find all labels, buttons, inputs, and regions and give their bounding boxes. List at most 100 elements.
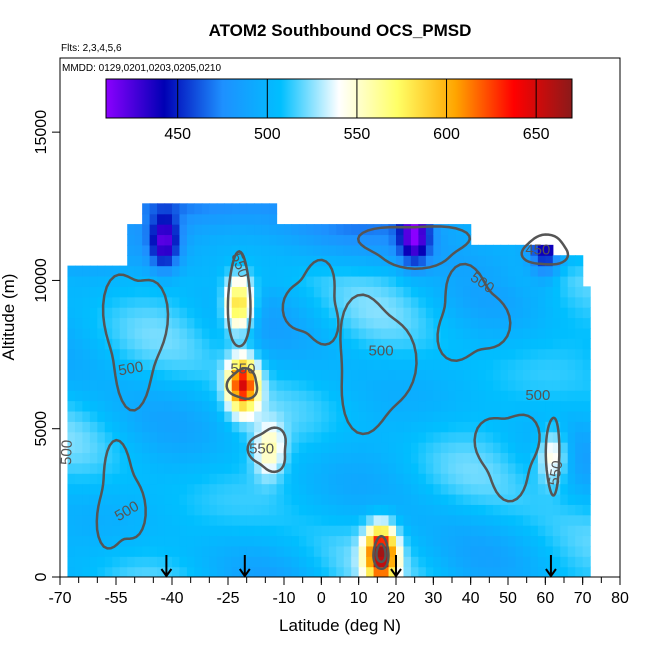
heatmap-cell [358, 307, 367, 319]
heatmap-cell [351, 224, 360, 236]
heatmap-cell [567, 525, 576, 537]
heatmap-cell [418, 400, 427, 412]
heatmap-cell [381, 400, 390, 412]
heatmap-cell [306, 566, 315, 577]
heatmap-cell [313, 504, 322, 516]
heatmap-cell [172, 317, 181, 329]
heatmap-cell [582, 556, 591, 568]
heatmap-cell [410, 265, 419, 277]
heatmap-cell [134, 369, 143, 381]
heatmap-cell [246, 545, 255, 557]
heatmap-cell [239, 400, 248, 412]
heatmap-cell [396, 514, 405, 526]
heatmap-cell [470, 244, 479, 256]
heatmap-cell [433, 556, 442, 568]
heatmap-cell [201, 483, 210, 495]
heatmap-cell [224, 203, 233, 215]
heatmap-cell [157, 265, 166, 277]
heatmap-cell [149, 410, 158, 422]
heatmap-cell [358, 348, 367, 360]
heatmap-cell [74, 545, 83, 557]
heatmap-cell [179, 566, 188, 577]
heatmap-cell [328, 317, 337, 329]
heatmap-cell [575, 525, 584, 537]
heatmap-cell [537, 545, 546, 557]
heatmap-cell [381, 556, 390, 568]
heatmap-cell [74, 442, 83, 454]
heatmap-cell [388, 317, 397, 329]
heatmap-cell [463, 514, 472, 526]
heatmap-cell [164, 462, 173, 474]
heatmap-cell [343, 338, 352, 350]
heatmap-cell [201, 566, 210, 577]
heatmap-cell [448, 327, 457, 339]
heatmap-cell [321, 265, 330, 277]
heatmap-cell [388, 462, 397, 474]
heatmap-cell [448, 566, 457, 577]
heatmap-cell [164, 234, 173, 246]
heatmap-cell [67, 296, 76, 308]
heatmap-cell [276, 493, 285, 505]
heatmap-cell [358, 462, 367, 474]
heatmap-cell [418, 452, 427, 464]
heatmap-cell [104, 379, 113, 391]
heatmap-cell [201, 462, 210, 474]
heatmap-cell [358, 473, 367, 485]
heatmap-cell [351, 535, 360, 547]
heatmap-cell [254, 462, 263, 474]
heatmap-cell [313, 452, 322, 464]
heatmap-cell [455, 410, 464, 422]
heatmap-cell [224, 338, 233, 350]
heatmap-cell [336, 442, 345, 454]
heatmap-cell [112, 348, 121, 360]
contour-label-500: 500 [117, 358, 145, 379]
heatmap-cell [276, 566, 285, 577]
heatmap-cell [530, 421, 539, 433]
heatmap-cell [179, 400, 188, 412]
heatmap-cell [284, 410, 293, 422]
heatmap-cell [134, 327, 143, 339]
heatmap-cell [209, 556, 218, 568]
heatmap-cell [448, 493, 457, 505]
heatmap-cell [186, 359, 195, 370]
heatmap-cell [508, 514, 517, 526]
heatmap-cell [313, 410, 322, 422]
heatmap-cell [575, 379, 584, 391]
heatmap-cell [425, 493, 434, 505]
heatmap-cell [478, 400, 487, 412]
heatmap-cell [410, 462, 419, 474]
heatmap-cell [381, 317, 390, 329]
heatmap-cell [172, 473, 181, 485]
heatmap-cell [231, 535, 240, 547]
x-tick-label: -10 [272, 590, 295, 607]
heatmap-cell [216, 442, 225, 454]
heatmap-cell [552, 265, 561, 277]
heatmap-cell [142, 431, 151, 443]
heatmap-cell [89, 535, 98, 547]
heatmap-cell [500, 566, 509, 577]
heatmap-cell [284, 338, 293, 350]
heatmap-cell [336, 566, 345, 577]
heatmap-cell [157, 400, 166, 412]
heatmap-cell [448, 224, 457, 236]
heatmap-cell [575, 421, 584, 433]
heatmap-cell [186, 379, 195, 391]
heatmap-cell [67, 379, 76, 391]
heatmap-cell [134, 535, 143, 547]
heatmap-cell [463, 296, 472, 308]
heatmap-cell [82, 338, 91, 350]
heatmap-cell [179, 545, 188, 557]
heatmap-cell [328, 348, 337, 360]
heatmap-cell [298, 369, 307, 381]
heatmap-cell [463, 286, 472, 298]
heatmap-cell [328, 296, 337, 308]
heatmap-cell [164, 545, 173, 557]
heatmap-cell [104, 431, 113, 443]
heatmap-cell [194, 452, 203, 464]
heatmap-cell [82, 504, 91, 516]
heatmap-cell [67, 431, 76, 443]
heatmap-cell [440, 514, 449, 526]
heatmap-cell [582, 286, 591, 298]
heatmap-cell [537, 493, 546, 505]
heatmap-cell [164, 359, 173, 370]
